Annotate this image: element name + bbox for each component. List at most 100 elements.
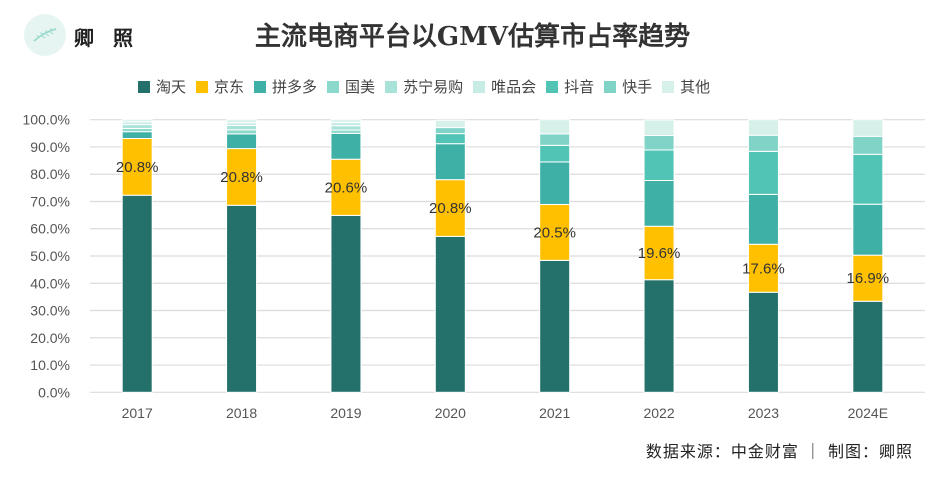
data-label: 20.5% (533, 224, 576, 241)
legend-swatch (327, 80, 340, 93)
bar-segment (330, 119, 362, 123)
legend-label: 京东 (214, 78, 245, 96)
legend-swatch (473, 80, 486, 93)
bar-segment (434, 235, 466, 393)
y-tick-label: 40.0% (30, 275, 70, 291)
data-label: 20.8% (220, 169, 263, 186)
legend-swatch (196, 80, 209, 93)
bar-segment (330, 158, 362, 216)
bar-segment (330, 125, 362, 131)
legend-item: 其他 (662, 76, 710, 97)
y-tick-label: 50.0% (30, 248, 70, 264)
bar-segment (643, 179, 675, 227)
legend-item: 京东 (196, 76, 244, 97)
bar-segment (434, 133, 466, 145)
legend-label: 快手 (622, 78, 653, 96)
data-label: 19.6% (638, 245, 681, 262)
bar-segment (643, 225, 675, 281)
bar-segment (121, 124, 153, 129)
bar-segment (852, 300, 884, 393)
data-label: 20.8% (429, 200, 472, 217)
bar-segment (226, 133, 258, 150)
x-tick-label: 2024E (848, 405, 888, 421)
y-tick-label: 30.0% (30, 303, 70, 319)
legend-item: 快手 (604, 76, 652, 97)
bar-segment (539, 119, 571, 135)
data-label: 20.8% (116, 159, 159, 176)
bar-segment (226, 124, 258, 131)
legend-label: 抖音 (564, 78, 595, 96)
bar-segment (747, 150, 779, 195)
y-tick-label: 70.0% (30, 193, 70, 209)
legend-label: 淘天 (156, 78, 187, 96)
bar-segment (852, 119, 884, 137)
data-label: 17.6% (742, 260, 785, 277)
data-label: 20.6% (325, 179, 368, 196)
legend-item: 国美 (327, 76, 375, 97)
x-tick-label: 2019 (330, 405, 361, 421)
y-tick-label: 100.0% (23, 112, 70, 128)
legend-item: 唯品会 (473, 76, 536, 97)
bar-segment (539, 203, 571, 261)
bar-segment (539, 133, 571, 146)
bar-segment (643, 135, 675, 151)
legend-swatch (254, 80, 267, 93)
bar-segment (121, 194, 153, 393)
x-tick-label: 2020 (435, 405, 466, 421)
bar-segment (330, 132, 362, 160)
y-tick-label: 90.0% (30, 139, 70, 155)
legend-swatch (662, 80, 675, 93)
source-note: 数据来源：中金财富 ｜ 制图：卿照 (645, 442, 913, 461)
legend-swatch (138, 80, 150, 93)
legend-swatch (385, 80, 398, 93)
legend-swatch (604, 80, 617, 93)
legend-item: 拼多多 (254, 76, 317, 97)
y-tick-label: 0.0% (38, 384, 70, 400)
bar-segment (226, 204, 258, 393)
bar-segment (121, 131, 153, 140)
bar-segment (643, 149, 675, 181)
legend-item: 抖音 (546, 76, 594, 97)
bar-segment (852, 135, 884, 155)
x-tick-label: 2021 (539, 405, 570, 421)
bar-segment (643, 119, 675, 137)
feather-icon (33, 27, 57, 42)
legend-label: 苏宁易购 (403, 78, 464, 96)
legend-swatch (546, 80, 559, 93)
legend-label: 唯品会 (491, 78, 537, 96)
logo-text: 卿 照 (74, 26, 139, 50)
legend-label: 国美 (345, 78, 376, 96)
bar-segment (747, 193, 779, 245)
bar-segment (330, 214, 362, 393)
bar-segment (747, 243, 779, 293)
bar-segment (747, 119, 779, 136)
y-tick-label: 80.0% (30, 166, 70, 182)
x-tick-label: 2017 (122, 405, 153, 421)
chart-legend: 淘天 京东 拼多多 国美 苏宁易购 唯品会 抖音 快手 其他 (138, 76, 720, 97)
bar-segment (539, 144, 571, 163)
data-label: 16.9% (847, 270, 890, 287)
bar-segment (121, 119, 153, 123)
bar-segment (539, 161, 571, 205)
legend-label: 其他 (680, 78, 711, 96)
logo-avatar (24, 14, 66, 56)
bar-segment (434, 179, 466, 237)
bar-segment (852, 254, 884, 302)
bar-segment (852, 153, 884, 205)
x-tick-label: 2018 (226, 405, 257, 421)
bar-segment (539, 259, 571, 393)
x-tick-label: 2022 (643, 405, 674, 421)
bar-segment (747, 134, 779, 152)
legend-label: 拼多多 (272, 78, 318, 96)
bar-segment (747, 291, 779, 393)
x-tick-label: 2023 (748, 405, 779, 421)
chart-title: 主流电商平台以GMV估算市占率趋势 (254, 22, 691, 52)
bar-segment (852, 203, 884, 256)
bar-segment (121, 138, 153, 196)
legend-item: 淘天 (138, 76, 186, 97)
bar-segment (226, 129, 258, 135)
y-tick-label: 20.0% (30, 330, 70, 346)
bar-segment (643, 279, 675, 393)
bar-segment (226, 119, 258, 124)
